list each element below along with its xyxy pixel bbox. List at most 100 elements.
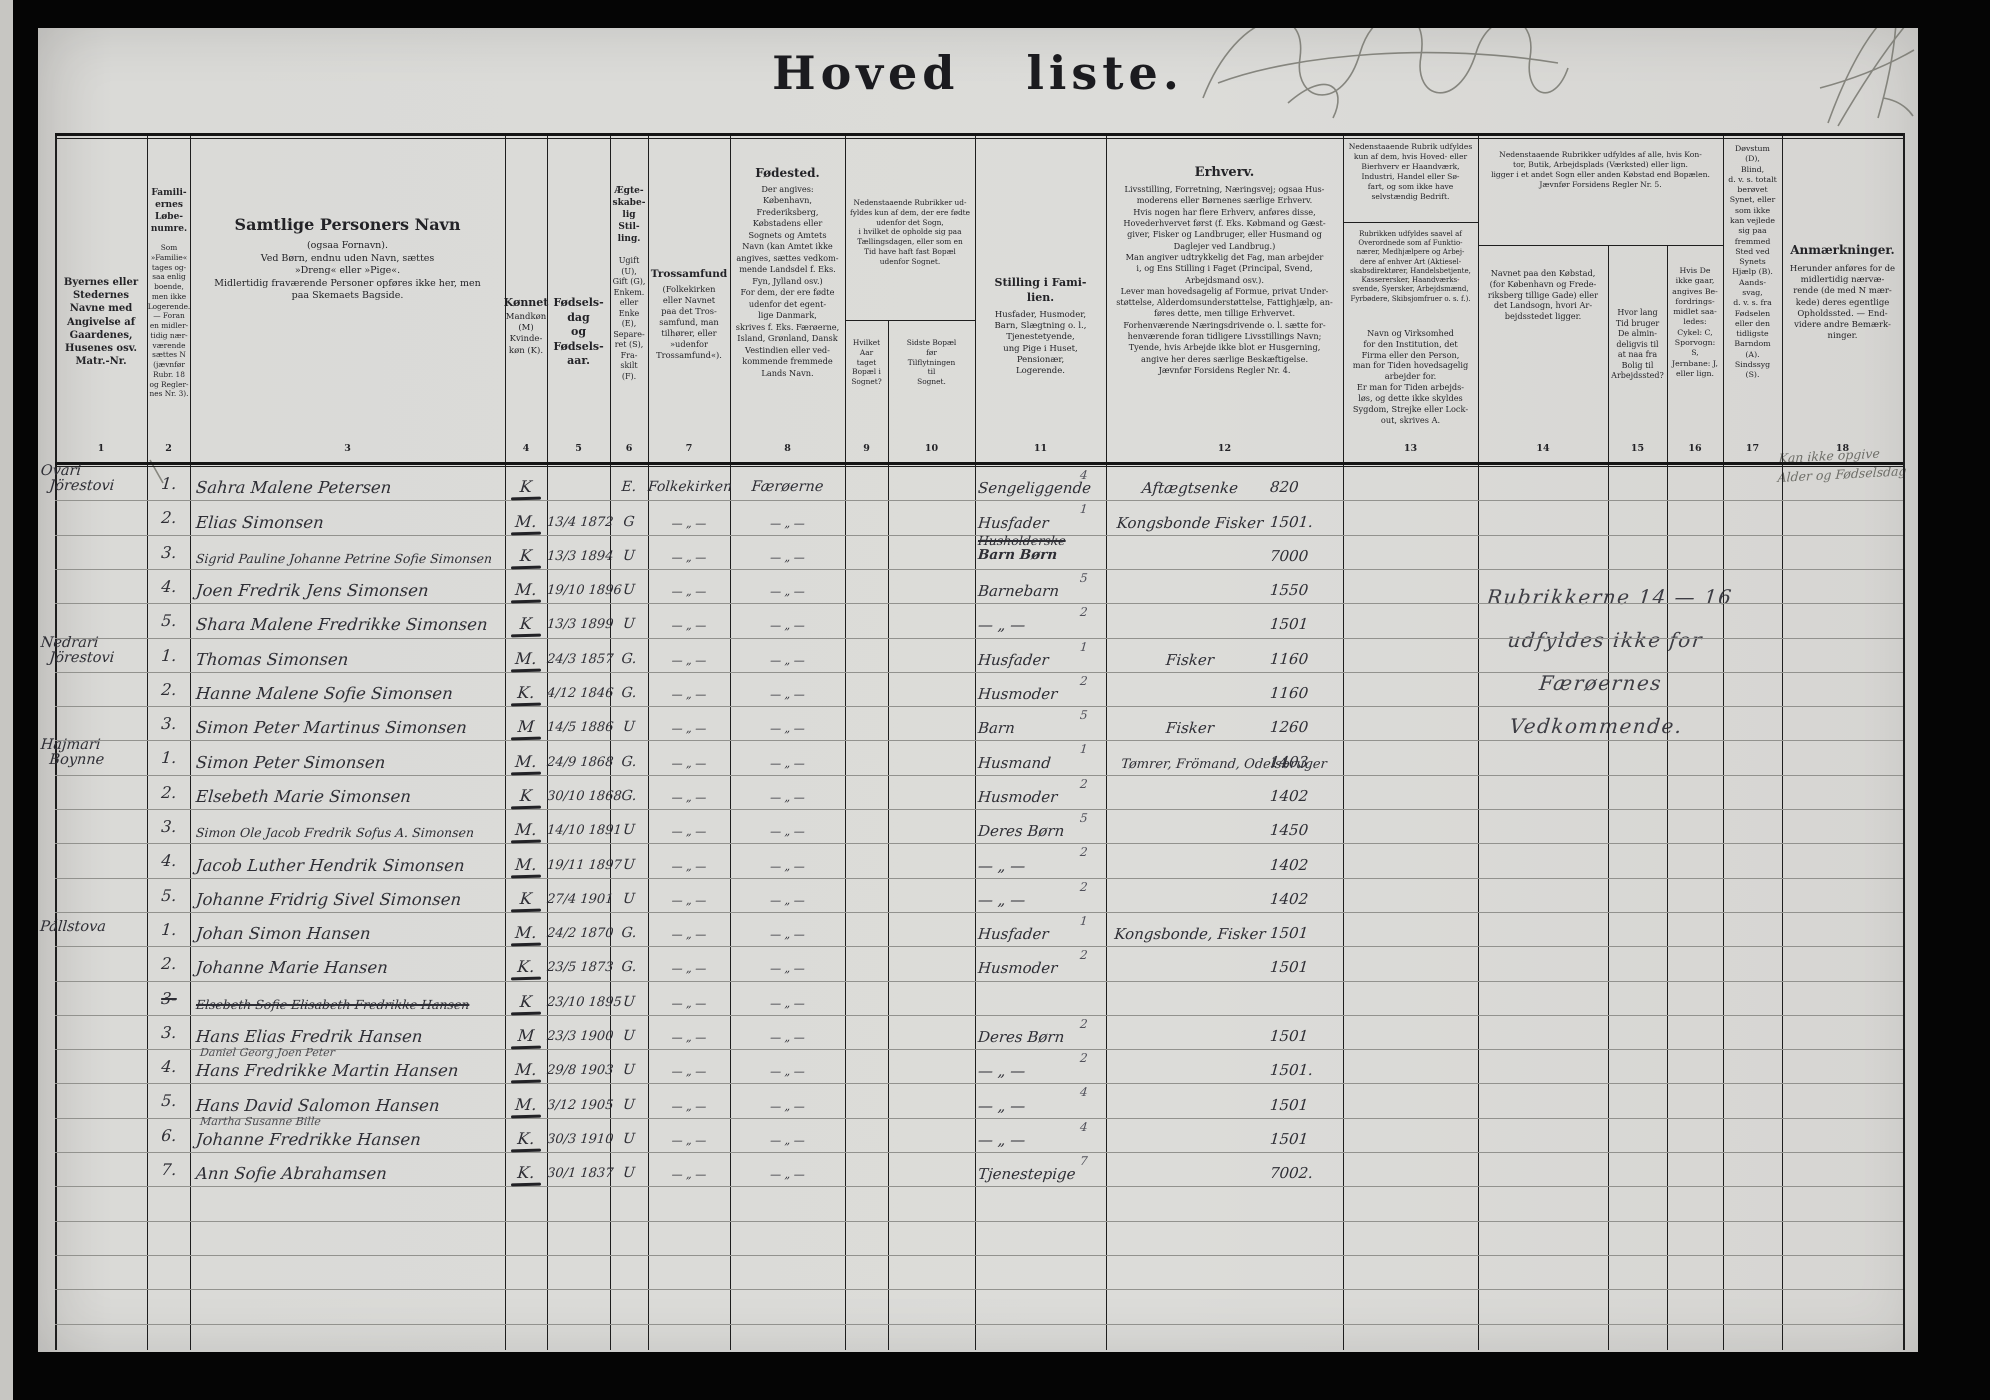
table-horizontal-rule (55, 462, 1903, 465)
row-rule (55, 740, 1903, 742)
family-number: 5. (160, 885, 178, 905)
person-name: Simon Peter Simonsen (195, 752, 387, 772)
marital-status-value: E. (620, 479, 638, 496)
row-rule (55, 911, 1903, 913)
birthplace-value: — „ — (769, 756, 806, 770)
religion-value: — „ — (671, 1065, 707, 1079)
row-rule (55, 534, 1903, 536)
table-vertical-rule (845, 133, 846, 1350)
birthdate-value: 30/1 1837 (546, 1166, 615, 1182)
person-name: Sahra Malene Petersen (195, 478, 393, 498)
birthplace-value: — „ — (769, 859, 806, 873)
table-row: Hajmari Boynne 1. Simon Peter Simonsen M. 24… (38, 737, 1918, 776)
sex-value: M. (514, 854, 538, 874)
header-col8-sub: Der angives: København, Frederiksberg, K… (735, 184, 840, 378)
birthdate-value: 23/10 1895 (546, 994, 623, 1010)
table-row: 3. Simon Peter Martinus Simonsen M 14/5 188… (38, 706, 1918, 741)
column-number: 8 (784, 443, 791, 454)
birthplace-value: — „ — (769, 1065, 806, 1079)
header-col11-sub: Husfader, Husmoder, Barn, Slægtning o. l… (994, 310, 1087, 377)
column-number: 14 (1536, 443, 1550, 454)
family-number: 1. (160, 474, 178, 493)
religion-value: — „ — (671, 1031, 707, 1045)
header-col9-10-shared: Nedenstaaende Rubrikker ud- fyldes kun a… (849, 198, 971, 266)
birthdate-value: 13/4 1872 (546, 514, 615, 530)
family-number: 4. (160, 851, 178, 871)
birthdate-value: 3/12 1905 (546, 1097, 615, 1113)
family-position-value: Barn (977, 719, 1016, 738)
birthplace-value: — „ — (769, 722, 806, 736)
birthdate-value: 4/12 1846 (546, 686, 615, 702)
table-vertical-rule (975, 133, 976, 1350)
tally-mark: 1 (1079, 742, 1089, 757)
sex-value: K (519, 991, 533, 1011)
header-col17: Døvstum (D), Blind, d. v. s. totalt berø… (1728, 144, 1777, 380)
header-col13-top: Nedenstaaende Rubrik udfyldes kun af dem… (1348, 142, 1473, 202)
code-number: 1402 (1269, 786, 1309, 805)
column-number: 11 (1033, 443, 1048, 454)
religion-value: — „ — (671, 756, 707, 770)
family-position-value: — „ — (977, 1130, 1027, 1149)
religion-value: — „ — (671, 962, 707, 976)
tally-mark: 2 (1079, 605, 1089, 620)
header-col12-head: Erhverv. (1194, 165, 1255, 180)
table-vertical-rule (1343, 133, 1344, 1350)
table-row: 3. Sigrid Pauline Johanne Petrine Sofie S… (38, 533, 1918, 570)
row-rule (55, 843, 1903, 845)
header-col4-head: Kønnet (503, 296, 549, 309)
family-number: 3. (160, 1022, 178, 1042)
birthdate-value: 30/10 1868 (546, 788, 623, 804)
marital-status-value: G. (620, 650, 638, 667)
row-rule (55, 706, 1903, 708)
table-vertical-rule (147, 133, 148, 1350)
birthplace-value: — „ — (769, 996, 806, 1010)
sex-value: M. (514, 511, 538, 531)
column-number: 12 (1217, 443, 1232, 454)
header-col3-sub: (ogsaa Fornavn). Ved Børn, endnu uden Na… (214, 240, 481, 302)
table-row: 4. Daniel Georg Joen Peter Hans Fredrikke … (38, 1046, 1918, 1084)
family-number: 4. (160, 576, 178, 596)
family-position-value: Deres Børn (977, 1028, 1066, 1047)
birthplace-value: — „ — (769, 928, 806, 942)
table-vertical-rule (1782, 133, 1783, 1350)
person-name: Sigrid Pauline Johanne Petrine Sofie Sim… (195, 550, 493, 566)
place-name: Nedrari Jörestovi (40, 634, 115, 666)
code-number: 1501 (1269, 958, 1309, 977)
column-number: 18 (1835, 443, 1850, 454)
row-rule (55, 603, 1903, 605)
column-number: 15 (1630, 443, 1645, 454)
religion-value: — „ — (671, 1168, 707, 1182)
code-number: 1160 (1269, 649, 1309, 668)
birthplace-value: — „ — (769, 893, 806, 907)
code-number: 1501 (1269, 1027, 1309, 1046)
table-row: 2. Elsebeth Marie Simonsen K 30/10 1868 G. — … (38, 775, 1918, 810)
person-name: Hans Elias Fredrik Hansen (195, 1027, 424, 1047)
table-vertical-rule (547, 133, 548, 1350)
sex-value: M. (514, 1060, 538, 1080)
sex-value: K (519, 785, 533, 805)
marital-status-value: G. (620, 685, 638, 702)
header-col3-head: Samtlige Personers Navn (234, 215, 461, 234)
row-rule (55, 980, 1903, 982)
ink-underline-mark (510, 1182, 542, 1187)
occupation-value: Fisker (1165, 650, 1215, 669)
header-col10-sub: Sidste Bopæl før Tilflytningen til Sogne… (906, 338, 957, 387)
family-position-value: Sengeliggende (977, 479, 1092, 498)
family-number: 3. (160, 714, 178, 734)
table-row: 4. Jacob Luther Hendrik Simonsen M. 19/11 1… (38, 843, 1918, 878)
place-name: Pállstova (39, 918, 107, 935)
table-vertical-rule (1478, 133, 1479, 1350)
tally-mark: 4 (1079, 1085, 1089, 1100)
family-number: 2. (160, 954, 178, 974)
birthdate-value: 14/5 1886 (546, 720, 615, 736)
family-number: 5. (160, 1091, 178, 1111)
code-number: 1402 (1269, 889, 1309, 908)
tally-mark: 4 (1079, 468, 1089, 482)
tally-mark: 5 (1079, 811, 1089, 825)
header-col14-sub: Navnet paa den Købstad, (for København o… (1487, 268, 1599, 322)
religion-value: — „ — (671, 1133, 707, 1147)
table-row: Nedrari Jörestovi 1. Thomas Simonsen M. 24/3… (38, 634, 1918, 673)
table-vertical-rule (648, 133, 649, 1350)
birthdate-value: 13/3 1894 (546, 548, 615, 564)
birthdate-value: 24/9 1868 (546, 754, 615, 770)
